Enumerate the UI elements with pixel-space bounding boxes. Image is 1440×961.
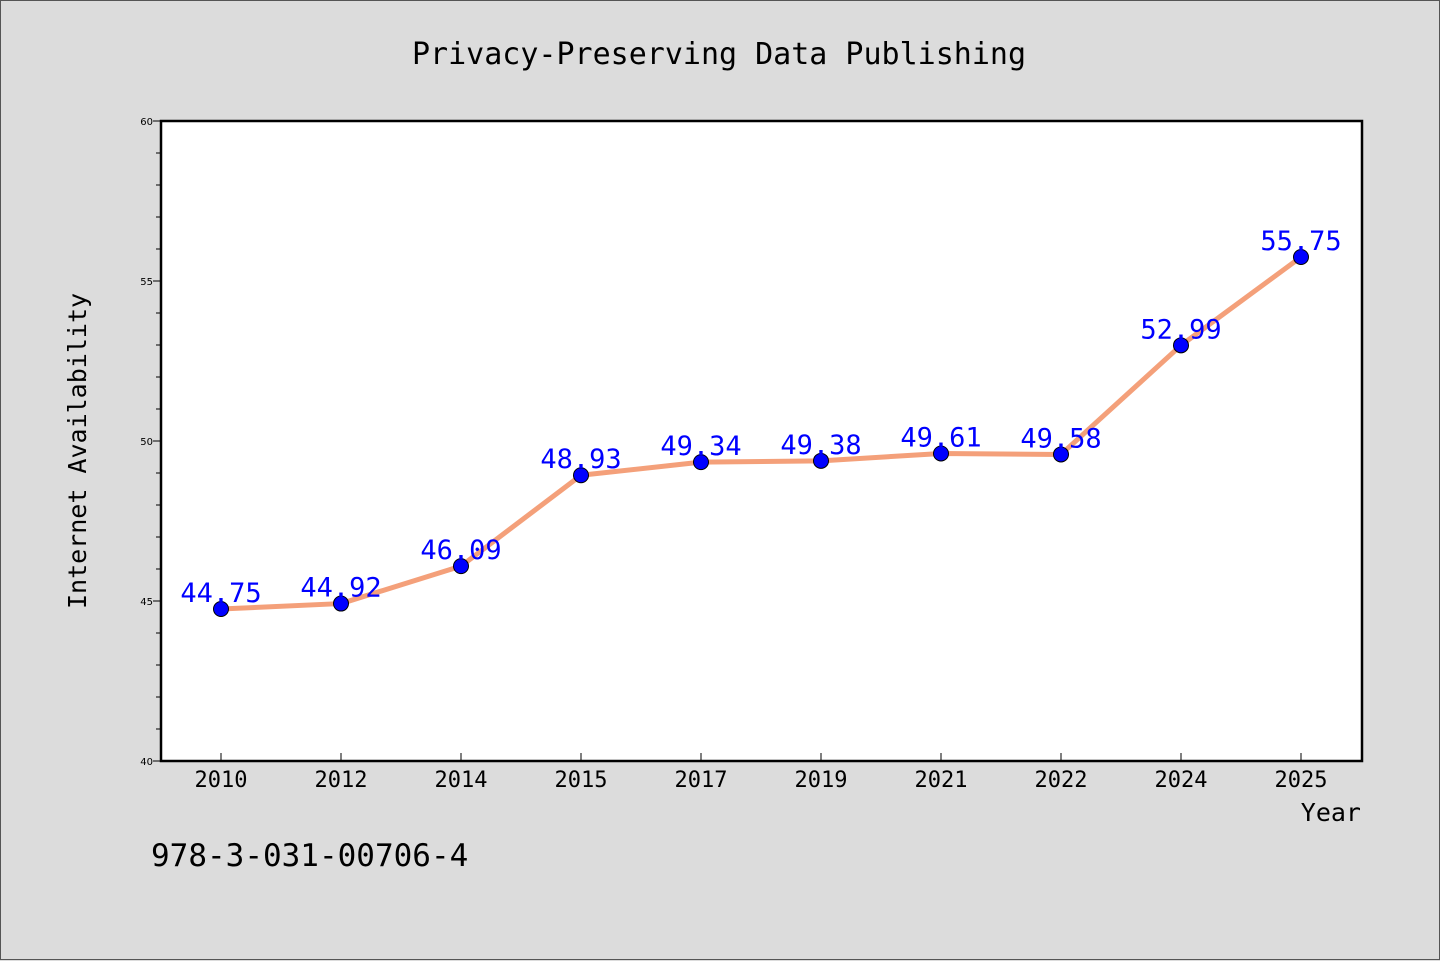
x-tick-label: 2025 bbox=[1275, 768, 1328, 793]
data-label: 44.92 bbox=[300, 573, 381, 604]
data-point bbox=[813, 452, 829, 469]
chart-title: Privacy-Preserving Data Publishing bbox=[412, 37, 1026, 72]
x-tick-label: 2024 bbox=[1155, 768, 1208, 793]
x-tick-label: 2014 bbox=[435, 768, 488, 793]
data-label: 49.34 bbox=[660, 431, 741, 462]
y-tick-label: 60 bbox=[140, 117, 153, 128]
y-axis-label: Internet Availability bbox=[63, 293, 92, 609]
data-point bbox=[333, 595, 349, 612]
x-tick-label: 2010 bbox=[195, 768, 248, 793]
plot-area bbox=[159, 119, 1364, 763]
data-label: 52.99 bbox=[1140, 314, 1221, 345]
data-point bbox=[213, 601, 229, 617]
data-point bbox=[453, 558, 469, 575]
y-tick-label: 40 bbox=[140, 757, 153, 768]
annotation-isbn: 978-3-031-00706-4 bbox=[151, 838, 468, 874]
y-tick-label: 55 bbox=[140, 277, 153, 288]
y-tick-label: 45 bbox=[140, 597, 153, 608]
data-point bbox=[1293, 249, 1309, 265]
data-label: 49.38 bbox=[780, 430, 861, 461]
x-tick-label: 2015 bbox=[555, 768, 608, 793]
data-label: 55.75 bbox=[1260, 226, 1341, 257]
x-tick-label: 2021 bbox=[915, 768, 968, 793]
data-point bbox=[693, 454, 709, 471]
x-tick-label: 2017 bbox=[675, 768, 728, 793]
data-point bbox=[933, 445, 949, 462]
x-axis-ticks: 2010 2012 2014 2015 2017 2019 2021 2022 2024 2025 bbox=[195, 753, 1328, 793]
data-point bbox=[573, 467, 589, 484]
data-point bbox=[1173, 337, 1189, 354]
x-tick-label: 2022 bbox=[1035, 768, 1088, 793]
y-tick-label: 50 bbox=[140, 437, 153, 448]
data-point bbox=[1053, 446, 1069, 463]
data-label: 48.93 bbox=[540, 444, 621, 475]
x-axis-label: Year bbox=[1301, 798, 1361, 827]
data-label: 46.09 bbox=[420, 535, 501, 566]
x-tick-label: 2012 bbox=[315, 768, 368, 793]
y-axis-ticks: 40 45 50 55 60 bbox=[140, 117, 161, 768]
x-tick-label: 2019 bbox=[795, 768, 848, 793]
data-label: 49.61 bbox=[900, 422, 981, 453]
series-layer: 44.75 44.92 46.09 48.93 49.34 49.38 49.61 49.58… bbox=[180, 226, 1342, 617]
data-label: 44.75 bbox=[180, 578, 261, 609]
data-label: 49.58 bbox=[1020, 423, 1101, 454]
series-line bbox=[218, 254, 1304, 612]
